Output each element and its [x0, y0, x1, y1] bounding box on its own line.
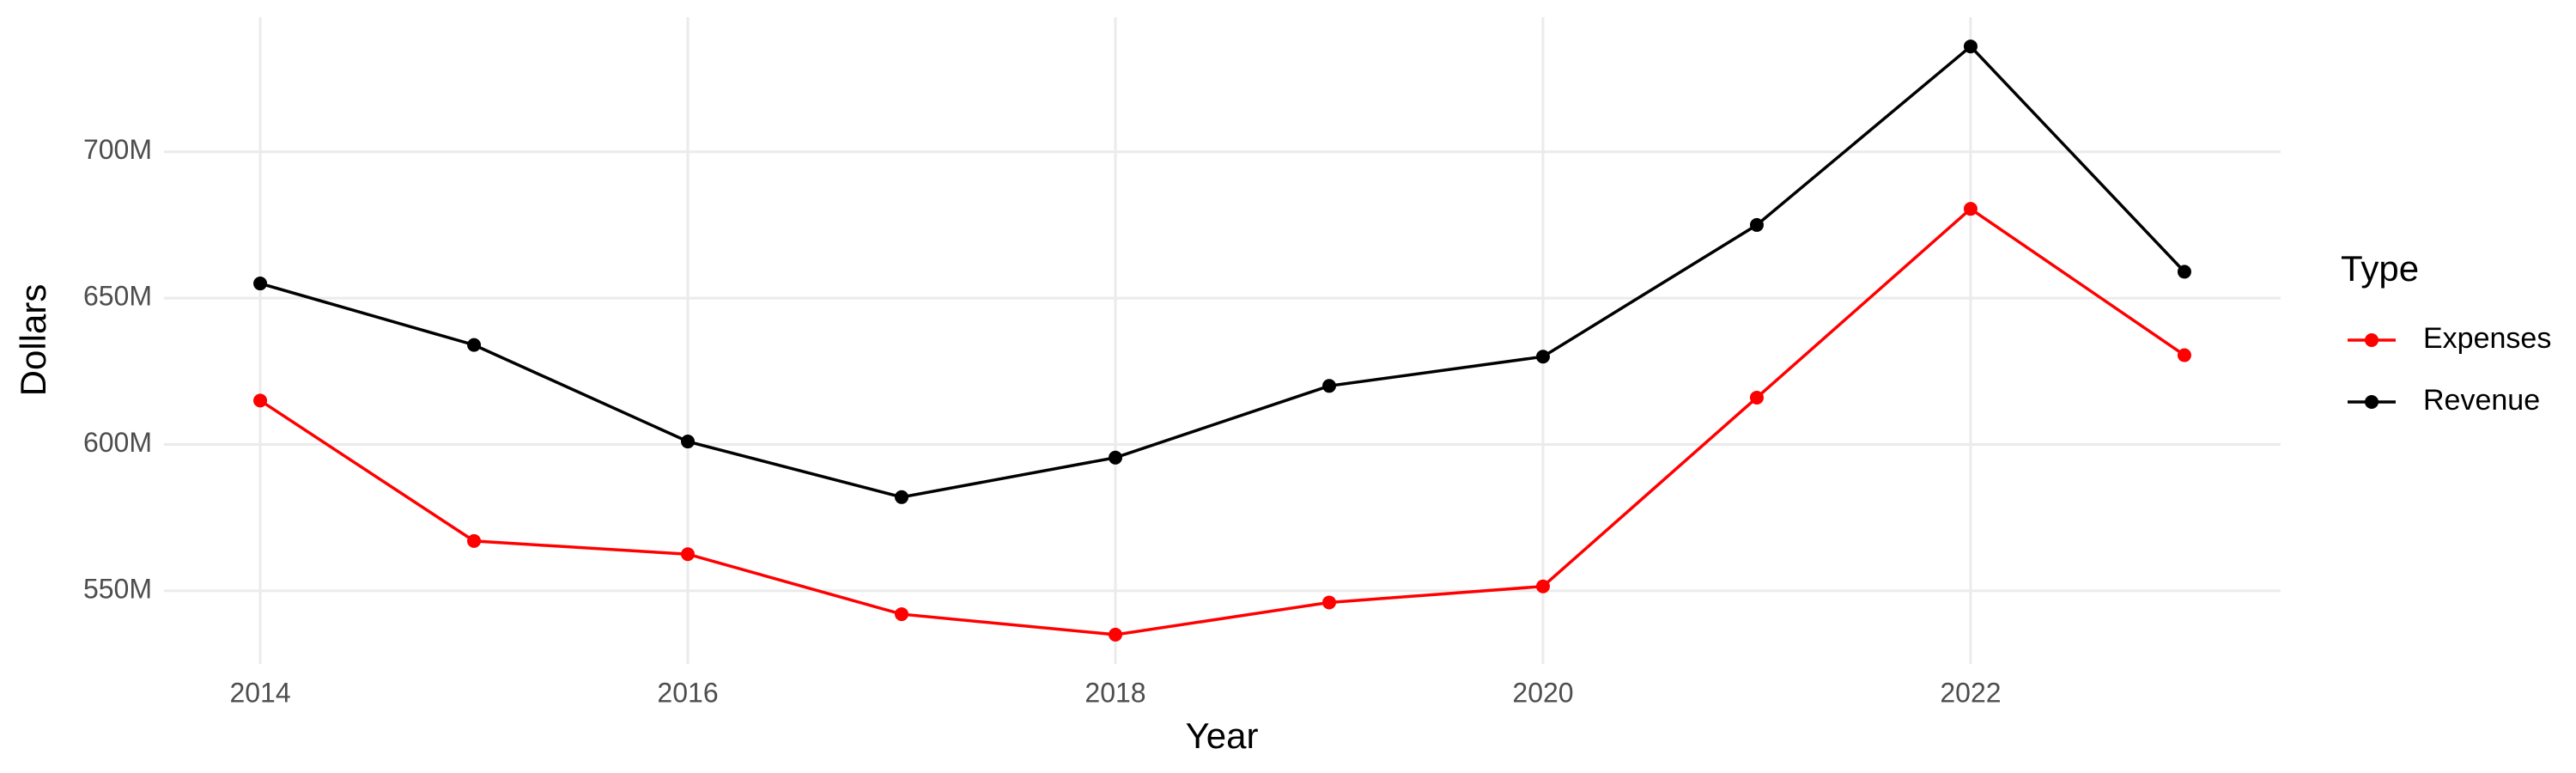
y-tick-label: 650M: [83, 281, 152, 312]
x-tick-label: 2022: [1940, 677, 2001, 708]
y-tick-label: 700M: [83, 134, 152, 165]
x-tick-label: 2016: [657, 677, 718, 708]
data-point: [1535, 579, 1550, 593]
data-point: [681, 547, 696, 562]
legend-label: Expenses: [2423, 322, 2551, 355]
data-point: [1963, 40, 1978, 54]
legend-title: Type: [2341, 248, 2419, 289]
data-point: [1963, 202, 1978, 216]
data-point: [1321, 595, 1336, 610]
data-point: [467, 338, 482, 352]
data-point: [253, 393, 268, 408]
data-point: [1749, 217, 1764, 232]
y-tick-label: 550M: [83, 573, 152, 604]
series-line: [259, 206, 2185, 636]
x-tick-label: 2020: [1512, 677, 1573, 708]
data-point: [1109, 450, 1123, 465]
legend-key-point: [2365, 395, 2379, 409]
data-point: [1749, 390, 1764, 405]
y-tick-label: 600M: [83, 427, 152, 458]
legend-label: Revenue: [2423, 384, 2540, 417]
x-axis-label: Year: [1186, 715, 1259, 756]
series-line: [259, 44, 2186, 499]
data-point: [1535, 350, 1550, 364]
x-tick-label: 2018: [1084, 677, 1145, 708]
y-axis-label: Dollars: [13, 284, 53, 397]
data-point: [895, 607, 909, 622]
data-point: [895, 490, 909, 504]
legend-key-point: [2365, 333, 2379, 347]
data-point: [1109, 627, 1123, 642]
x-tick-label: 2014: [229, 677, 290, 708]
data-point: [1321, 379, 1336, 393]
data-point: [2177, 348, 2191, 362]
data-point: [681, 435, 696, 449]
grid: [164, 17, 2281, 664]
data-point: [2177, 265, 2191, 279]
data-point: [467, 533, 482, 548]
data-point: [253, 277, 268, 291]
